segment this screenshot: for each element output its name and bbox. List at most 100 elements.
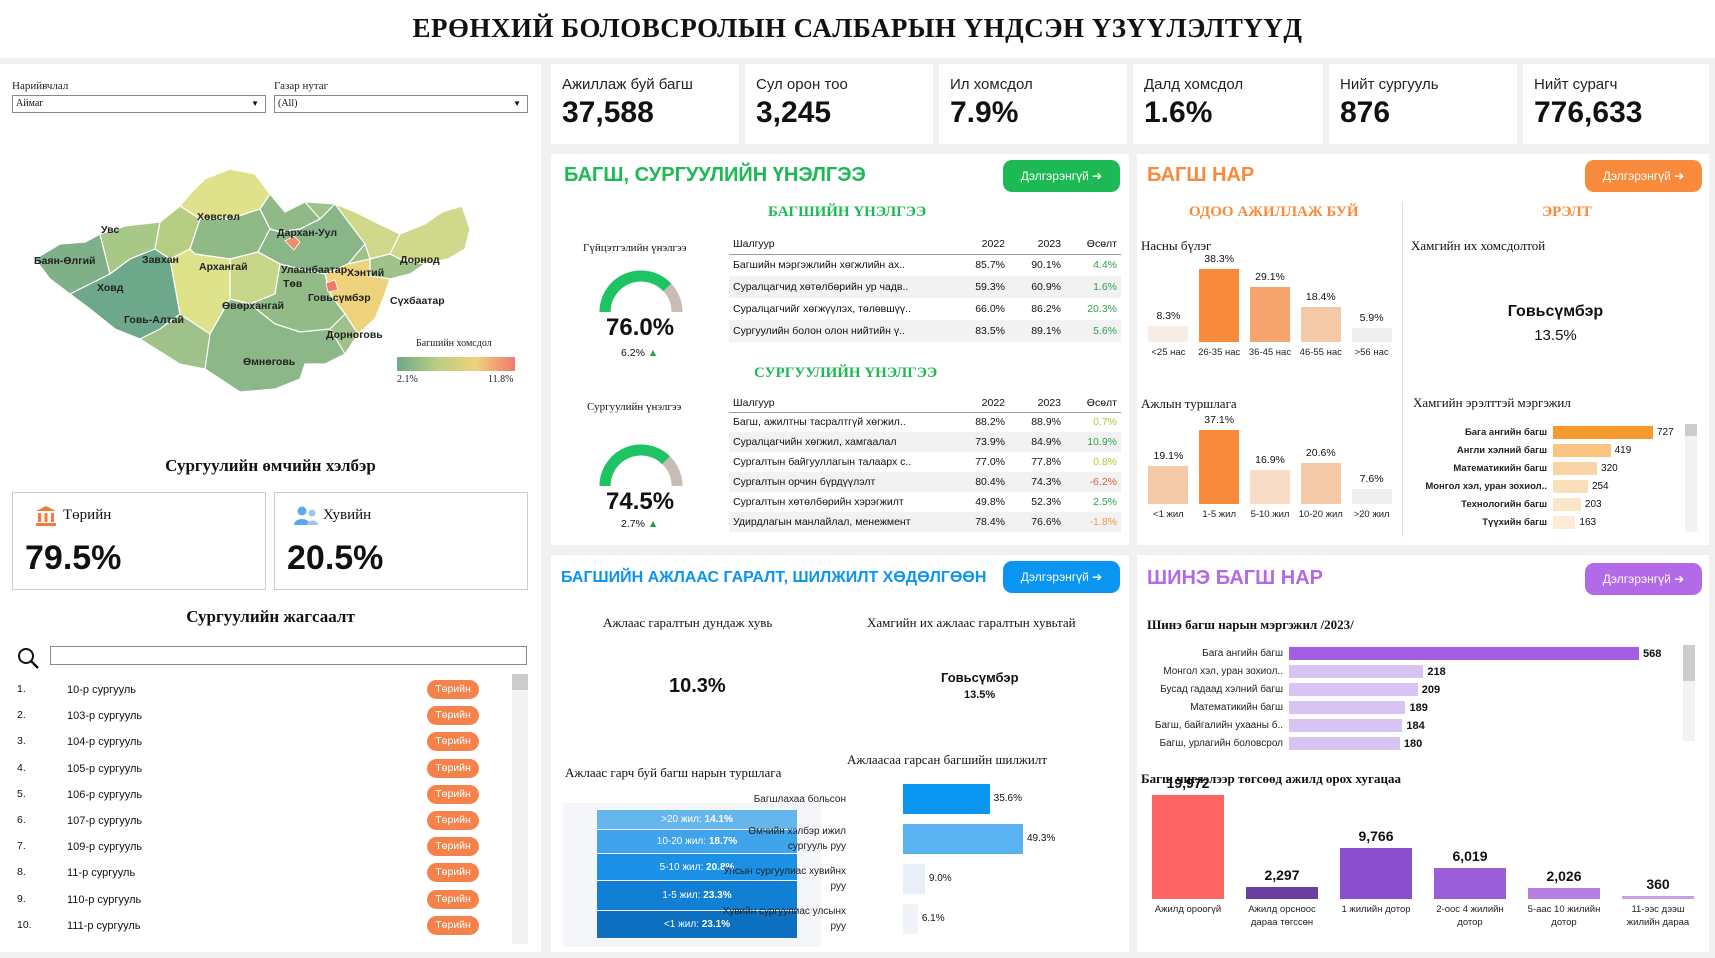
ownership-badge: Төрийн <box>427 889 479 909</box>
bar[interactable] <box>903 864 925 894</box>
bar[interactable] <box>1553 426 1653 439</box>
bar[interactable] <box>1351 488 1392 504</box>
bar[interactable] <box>903 784 990 814</box>
table-cell: 73.9% <box>953 432 1009 452</box>
kpi-value: 1.6% <box>1144 96 1213 129</box>
detail-filter-select[interactable]: Аймаг ▼ <box>12 95 266 113</box>
demand-scrollbar[interactable] <box>1685 424 1697 532</box>
bar[interactable] <box>903 824 1023 854</box>
scrollbar-thumb[interactable] <box>1683 645 1695 681</box>
table-cell: Багшийн мэргэжлийн хөгжлийн ах.. <box>733 259 906 272</box>
chevron-down-icon: ▼ <box>513 99 521 108</box>
bar[interactable] <box>1250 470 1290 504</box>
school-search-input[interactable] <box>50 646 527 665</box>
bar[interactable] <box>1289 683 1418 696</box>
assessment-title: БАГШ, СУРГУУЛИЙН ҮНЭЛГЭЭ <box>564 164 866 186</box>
bar[interactable] <box>1528 888 1600 899</box>
school-list-row[interactable]: 10. 111-р сургууль Төрийн <box>0 914 505 938</box>
tenure-chart-title: Ажлын туршлага <box>1141 396 1237 411</box>
table-cell: 77.8% <box>1031 456 1061 468</box>
table-header-cell: Шалгуур <box>729 394 953 413</box>
school-row-number: 2. <box>17 709 26 722</box>
bar[interactable] <box>1199 269 1240 342</box>
school-row-name: 10-р сургууль <box>67 684 136 696</box>
bar-value-label: 19,972 <box>1166 775 1210 791</box>
bar[interactable] <box>1250 286 1290 342</box>
school-list-row[interactable]: 7. 109-р сургууль Төрийн <box>0 835 505 859</box>
assessment-details-button[interactable]: Дэлгэрэнгүй ➔ <box>1003 160 1120 192</box>
bar[interactable] <box>1553 480 1588 493</box>
bar[interactable] <box>1351 328 1392 342</box>
bar[interactable] <box>1300 307 1341 342</box>
bar-value-label: 218 <box>1427 665 1446 678</box>
most-shortage-value: 13.5% <box>1534 327 1577 344</box>
bar[interactable] <box>1622 896 1694 899</box>
bar[interactable] <box>1289 665 1424 678</box>
school-list-row[interactable]: 9. 110-р сургууль Төрийн <box>0 888 505 912</box>
school-list-row[interactable]: 1. 10-р сургууль Төрийн <box>0 678 505 702</box>
school-row-name: 109-р сургууль <box>67 841 143 854</box>
bar[interactable] <box>1289 719 1403 732</box>
bar[interactable] <box>1289 737 1400 750</box>
bar[interactable] <box>1553 516 1576 529</box>
table-cell: Сургалтын байгууллагын талаарх с.. <box>733 456 912 468</box>
region-filter-label: Газар нутаг <box>274 80 329 92</box>
stacked-segment[interactable]: <1 жил: 23.1% <box>597 911 797 939</box>
school-list-row[interactable]: 8. 11-р сургууль Төрийн <box>0 861 505 885</box>
bar[interactable] <box>1152 795 1224 899</box>
scrollbar-thumb[interactable] <box>1685 424 1697 436</box>
bar-category-label: 1-5 жил <box>1202 509 1236 520</box>
school-list-row[interactable]: 3. 104-р сургууль Төрийн <box>0 730 505 754</box>
region-filter-value: (All) <box>278 98 298 109</box>
new-teachers-details-button[interactable]: Дэлгэрэнгүй ➔ <box>1585 563 1702 595</box>
bar-category-label: Хувийн сургуулиас улсынх руу <box>646 904 846 934</box>
bar[interactable] <box>1199 429 1240 504</box>
school-row-name: 106-р сургууль <box>67 788 143 801</box>
bar[interactable] <box>1148 465 1189 504</box>
kpi-value: 3,245 <box>756 96 832 129</box>
gauge1-delta: 6.2% ▲ <box>621 347 658 359</box>
school-list-scrollbar[interactable] <box>512 674 528 944</box>
bar[interactable] <box>1553 462 1598 475</box>
bar[interactable] <box>1340 848 1412 899</box>
bar[interactable] <box>1300 462 1341 504</box>
mongolia-map[interactable] <box>30 164 530 414</box>
category-line: Багшлахаа больсон <box>753 793 846 805</box>
school-row-number: 9. <box>17 892 26 905</box>
bar[interactable] <box>1289 647 1639 660</box>
school-list-row[interactable]: 4. 105-р сургууль Төрийн <box>0 757 505 781</box>
newspec-scrollbar[interactable] <box>1683 645 1695 741</box>
category-line: дотор <box>1457 917 1483 928</box>
category-line: 1 жилийн дотор <box>1341 904 1411 915</box>
table-cell: 77.0% <box>975 456 1005 468</box>
scrollbar-thumb[interactable] <box>512 674 528 690</box>
stacked-segment[interactable]: 1-5 жил: 23.3% <box>597 881 797 911</box>
school-row-number: 8. <box>17 866 26 879</box>
teachers-details-button[interactable]: Дэлгэрэнгүй ➔ <box>1585 160 1702 192</box>
public-ownership-label: Төрийн <box>63 507 112 523</box>
bar[interactable] <box>1148 326 1189 342</box>
bar[interactable] <box>1434 867 1506 899</box>
gauge2-value: 74.5% <box>606 488 675 515</box>
bar[interactable] <box>1553 498 1581 511</box>
school-list-row[interactable]: 2. 103-р сургууль Төрийн <box>0 704 505 728</box>
bar[interactable] <box>903 904 918 934</box>
gauge2 <box>599 444 683 487</box>
school-list-row[interactable]: 6. 107-р сургууль Төрийн <box>0 809 505 833</box>
stacked-segment[interactable]: 10-20 жил: 18.7% <box>597 830 797 854</box>
table-cell: 52.3% <box>1031 496 1061 508</box>
stacked-segment[interactable]: 5-10 жил: 20.8% <box>597 854 797 881</box>
region-filter-select[interactable]: (All) ▼ <box>274 95 528 113</box>
stacked-segment[interactable]: >20 жил: 14.1% <box>597 810 797 830</box>
bar[interactable] <box>1553 444 1611 457</box>
bar-value-label: 2,026 <box>1546 868 1582 885</box>
table-header-cell: 2022 <box>953 394 1009 413</box>
table-row: Сургалтын орчин бүрдүүлэлт 80.4% 74.3% -6.2… <box>729 472 1121 492</box>
turnover-details-button[interactable]: Дэлгэрэнгүй ➔ <box>1003 561 1120 593</box>
bar[interactable] <box>1289 701 1406 714</box>
bar-category-label: Багшлахаа больсон <box>646 792 846 807</box>
table-row: Суралцагчид хөтөлбөрийн ур чадв.. 59.3% 60… <box>729 276 1121 298</box>
teachers-title: БАГШ НАР <box>1147 164 1255 186</box>
school-list-row[interactable]: 5. 106-р сургууль Төрийн <box>0 783 505 807</box>
bar[interactable] <box>1246 887 1318 899</box>
